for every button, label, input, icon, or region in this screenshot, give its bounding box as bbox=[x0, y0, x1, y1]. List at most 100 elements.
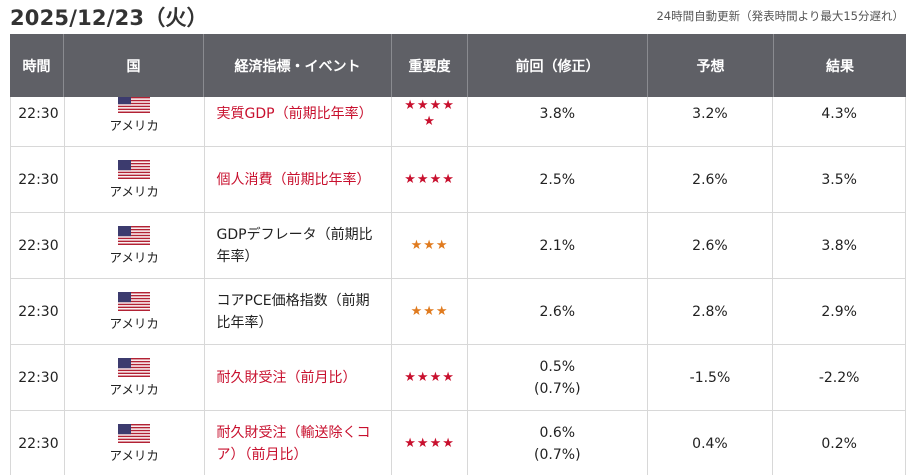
us-flag-icon bbox=[118, 423, 151, 443]
table-row: 22:30 アメリカ 実質GDP（前期比年率） ★★★★★ 3.8% bbox=[11, 97, 905, 147]
country-cell: アメリカ bbox=[65, 411, 205, 475]
time-value: 22:30 bbox=[18, 303, 59, 320]
result-value: 2.9% bbox=[821, 303, 857, 320]
column-header-event: 経済指標・イベント bbox=[204, 34, 392, 97]
country-name: アメリカ bbox=[109, 183, 159, 199]
country-name: アメリカ bbox=[109, 117, 159, 133]
country-cell: アメリカ bbox=[65, 279, 205, 344]
forecast-cell: 2.8% bbox=[648, 279, 774, 344]
result-cell: 0.2% bbox=[773, 411, 905, 475]
forecast-cell: 0.4% bbox=[648, 411, 774, 475]
event-cell: コアPCE価格指数（前期比年率） bbox=[205, 279, 393, 344]
result-value: 3.8% bbox=[821, 237, 857, 254]
forecast-value: 0.4% bbox=[692, 435, 728, 452]
forecast-value: 2.6% bbox=[692, 171, 728, 188]
time-value: 22:30 bbox=[18, 105, 59, 122]
time-value: 22:30 bbox=[18, 369, 59, 386]
table-header: 時間 国 経済指標・イベント 重要度 前回（修正） 予想 結果 bbox=[10, 34, 906, 97]
result-cell: 3.5% bbox=[773, 147, 905, 212]
previous-value: 0.5% bbox=[539, 358, 576, 375]
event-cell: 個人消費（前期比年率） bbox=[205, 147, 393, 212]
forecast-cell: -1.5% bbox=[648, 345, 774, 410]
table-row: 22:30 アメリカ 個人消費（前期比年率） ★★★★ 2.5% bbox=[11, 147, 905, 213]
time-cell: 22:30 bbox=[11, 147, 65, 212]
us-flag-icon bbox=[118, 159, 151, 179]
column-header-country: 国 bbox=[64, 34, 204, 97]
result-cell: -2.2% bbox=[773, 345, 905, 410]
result-value: -2.2% bbox=[818, 369, 860, 386]
previous-value: 2.6% bbox=[539, 303, 576, 320]
importance-stars-icon: ★★★★★ bbox=[404, 97, 455, 129]
economic-calendar-table: 時間 国 経済指標・イベント 重要度 前回（修正） 予想 結果 22:30 アメ… bbox=[10, 34, 906, 475]
country-name: アメリカ bbox=[109, 315, 159, 331]
previous-cell: 0.5% (0.7%) bbox=[468, 345, 648, 410]
time-cell: 22:30 bbox=[11, 345, 65, 410]
us-flag-icon bbox=[118, 291, 151, 311]
event-name: 耐久財受注（輸送除くコア）（前月比） bbox=[216, 424, 371, 463]
time-cell: 22:30 bbox=[11, 97, 65, 146]
time-value: 22:30 bbox=[18, 171, 59, 188]
previous-cell: 2.5% bbox=[468, 147, 648, 212]
time-value: 22:30 bbox=[18, 237, 59, 254]
table-row: 22:30 アメリカ コアPCE価格指数（前期比年率） ★★★ 2.6% bbox=[11, 279, 905, 345]
column-header-time: 時間 bbox=[10, 34, 64, 97]
page-header: 2025/12/23（火） 24時間自動更新（発表時間より最大15分遅れ） bbox=[0, 0, 916, 34]
table-body[interactable]: 22:30 アメリカ 実質GDP（前期比年率） ★★★★★ 3.8% bbox=[10, 97, 906, 475]
us-flag-icon bbox=[118, 357, 151, 377]
previous-cell: 3.8% bbox=[468, 97, 648, 146]
result-cell: 2.9% bbox=[773, 279, 905, 344]
event-name: 実質GDP（前期比年率） bbox=[216, 105, 373, 122]
importance-cell: ★★★★ bbox=[392, 345, 468, 410]
forecast-cell: 3.2% bbox=[648, 97, 774, 146]
importance-cell: ★★★★ bbox=[392, 147, 468, 212]
previous-value: 2.1% bbox=[539, 237, 576, 254]
time-value: 22:30 bbox=[18, 435, 59, 452]
forecast-cell: 2.6% bbox=[648, 213, 774, 278]
country-cell: アメリカ bbox=[65, 147, 205, 212]
update-note: 24時間自動更新（発表時間より最大15分遅れ） bbox=[656, 9, 904, 23]
importance-stars-icon: ★★★★ bbox=[404, 435, 455, 451]
forecast-value: 3.2% bbox=[692, 105, 728, 122]
event-name: コアPCE価格指数（前期比年率） bbox=[216, 292, 370, 331]
forecast-value: 2.6% bbox=[692, 237, 728, 254]
previous-cell: 0.6% (0.7%) bbox=[468, 411, 648, 475]
result-cell: 3.8% bbox=[773, 213, 905, 278]
importance-stars-icon: ★★★ bbox=[410, 303, 449, 319]
result-value: 4.3% bbox=[821, 105, 857, 122]
country-name: アメリカ bbox=[109, 249, 159, 265]
country-cell: アメリカ bbox=[65, 97, 205, 146]
importance-cell: ★★★★★ bbox=[392, 97, 468, 146]
us-flag-icon bbox=[118, 97, 151, 113]
column-header-forecast: 予想 bbox=[648, 34, 774, 97]
previous-value: 2.5% bbox=[539, 171, 576, 188]
importance-stars-icon: ★★★★ bbox=[404, 171, 455, 187]
revised-value: (0.7%) bbox=[534, 380, 581, 397]
event-name: 個人消費（前期比年率） bbox=[216, 171, 371, 188]
time-cell: 22:30 bbox=[11, 279, 65, 344]
previous-cell: 2.6% bbox=[468, 279, 648, 344]
event-cell: 実質GDP（前期比年率） bbox=[205, 97, 393, 146]
forecast-value: -1.5% bbox=[689, 369, 731, 386]
time-cell: 22:30 bbox=[11, 213, 65, 278]
importance-cell: ★★★★ bbox=[392, 411, 468, 475]
importance-cell: ★★★ bbox=[392, 213, 468, 278]
result-value: 0.2% bbox=[821, 435, 857, 452]
previous-value: 0.6% bbox=[539, 424, 576, 441]
time-cell: 22:30 bbox=[11, 411, 65, 475]
result-cell: 4.3% bbox=[773, 97, 905, 146]
forecast-value: 2.8% bbox=[692, 303, 728, 320]
importance-cell: ★★★ bbox=[392, 279, 468, 344]
event-cell: 耐久財受注（輸送除くコア）（前月比） bbox=[205, 411, 393, 475]
country-cell: アメリカ bbox=[65, 213, 205, 278]
revised-value: (0.7%) bbox=[534, 446, 581, 463]
table-row: 22:30 アメリカ GDPデフレータ（前期比年率） ★★★ 2.1% bbox=[11, 213, 905, 279]
country-name: アメリカ bbox=[109, 381, 159, 397]
previous-value: 3.8% bbox=[539, 105, 576, 122]
forecast-cell: 2.6% bbox=[648, 147, 774, 212]
country-name: アメリカ bbox=[109, 447, 159, 463]
event-name: GDPデフレータ（前期比年率） bbox=[216, 226, 373, 265]
column-header-previous: 前回（修正） bbox=[468, 34, 648, 97]
country-cell: アメリカ bbox=[65, 345, 205, 410]
table-row: 22:30 アメリカ 耐久財受注（前月比） ★★★★ 0.5% (0.7%) bbox=[11, 345, 905, 411]
column-header-importance: 重要度 bbox=[392, 34, 468, 97]
